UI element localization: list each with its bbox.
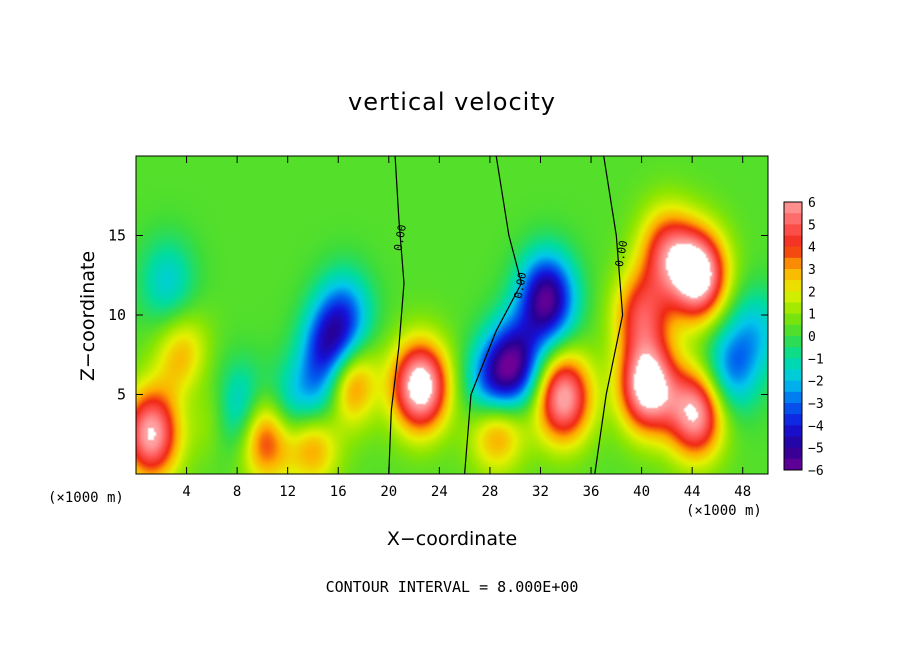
colorbar-tick-label: 6 bbox=[808, 196, 816, 211]
colorbar-frame bbox=[783, 201, 803, 471]
contour-label: 0.00 bbox=[392, 224, 409, 252]
colorbar-swatch bbox=[784, 403, 802, 415]
colorbar-swatch bbox=[784, 336, 802, 348]
y-tick-label: 10 bbox=[108, 306, 126, 324]
colorbar-tick-label: −1 bbox=[808, 352, 824, 367]
zero-contour-line bbox=[594, 155, 624, 475]
x-tick-label: 28 bbox=[481, 484, 498, 500]
colorbar-swatch bbox=[784, 291, 802, 303]
colorbar-tick-label: 3 bbox=[808, 263, 816, 278]
x-tick-label: 48 bbox=[734, 484, 751, 500]
colorbar-swatch bbox=[784, 414, 802, 426]
x-unit-label-left: (×1000 m) bbox=[48, 490, 124, 506]
x-tick-label: 12 bbox=[279, 484, 296, 500]
colorbar-swatch bbox=[784, 213, 802, 225]
x-tick-label: 40 bbox=[633, 484, 650, 500]
colorbar-swatch bbox=[784, 458, 802, 471]
colorbar-tick-label: −5 bbox=[808, 442, 824, 457]
x-tick-label: 4 bbox=[182, 484, 190, 500]
colorbar-swatch bbox=[784, 302, 802, 315]
colorbar-swatch bbox=[784, 313, 802, 326]
colorbar-tick-label: 0 bbox=[808, 330, 816, 345]
contour-label: 0.00 bbox=[512, 271, 529, 299]
x-tick-label: 44 bbox=[684, 484, 701, 500]
colorbar-tick-label: 5 bbox=[808, 218, 816, 233]
x-tick-label: 24 bbox=[431, 484, 448, 500]
colorbar-tick-label: 1 bbox=[808, 308, 816, 323]
contour-label: 0.00 bbox=[613, 239, 630, 267]
colorbar-swatch bbox=[784, 447, 802, 460]
colorbar-swatch bbox=[784, 269, 802, 281]
colorbar-tick-label: −6 bbox=[808, 464, 824, 479]
chart-title: vertical velocity bbox=[348, 88, 556, 116]
colorbar-swatch bbox=[784, 425, 802, 437]
x-tick-label: 8 bbox=[233, 484, 241, 500]
colorbar-swatch bbox=[784, 235, 802, 248]
colorbar-swatch bbox=[784, 246, 802, 259]
colorbar-swatch bbox=[784, 202, 802, 214]
colorbar-tick-label: 2 bbox=[808, 285, 816, 300]
y-axis-label: Z−coordinate bbox=[77, 250, 99, 382]
colorbar-tick-label: −3 bbox=[808, 397, 824, 412]
y-tick-label: 5 bbox=[117, 386, 126, 404]
x-tick-label: 20 bbox=[380, 484, 397, 500]
colorbar-swatch bbox=[784, 324, 802, 337]
x-tick-label: 16 bbox=[330, 484, 347, 500]
colorbar-swatch bbox=[784, 369, 802, 382]
colorbar-swatch bbox=[784, 224, 802, 236]
colorbar-swatch bbox=[784, 280, 802, 292]
colorbar-swatch bbox=[784, 436, 802, 449]
velocity-field bbox=[136, 156, 768, 474]
colorbar-swatch bbox=[784, 391, 802, 404]
zero-contour-line bbox=[388, 155, 405, 475]
y-tick-label: 15 bbox=[108, 227, 126, 245]
x-axis-label: X−coordinate bbox=[386, 528, 518, 550]
contour-interval-note: CONTOUR INTERVAL = 8.000E+00 bbox=[325, 578, 579, 596]
x-tick-label: 36 bbox=[583, 484, 600, 500]
colorbar-swatch bbox=[784, 358, 802, 370]
colorbar-swatch bbox=[784, 380, 802, 393]
x-tick-label: 32 bbox=[532, 484, 549, 500]
colorbar-tick-label: 4 bbox=[808, 241, 816, 256]
colorbar-swatch bbox=[784, 257, 802, 270]
x-unit-label-right: (×1000 m) bbox=[686, 503, 762, 519]
colorbar-swatch bbox=[784, 347, 802, 359]
colorbar-tick-label: −2 bbox=[808, 375, 824, 390]
colorbar-tick-label: −4 bbox=[808, 419, 824, 434]
zero-contour-line bbox=[464, 155, 523, 475]
